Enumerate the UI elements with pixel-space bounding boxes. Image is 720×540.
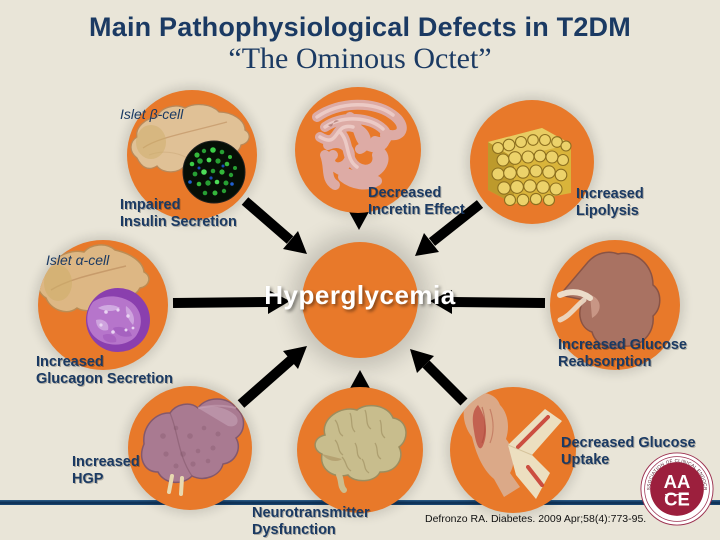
svg-text:CE: CE (664, 489, 690, 510)
